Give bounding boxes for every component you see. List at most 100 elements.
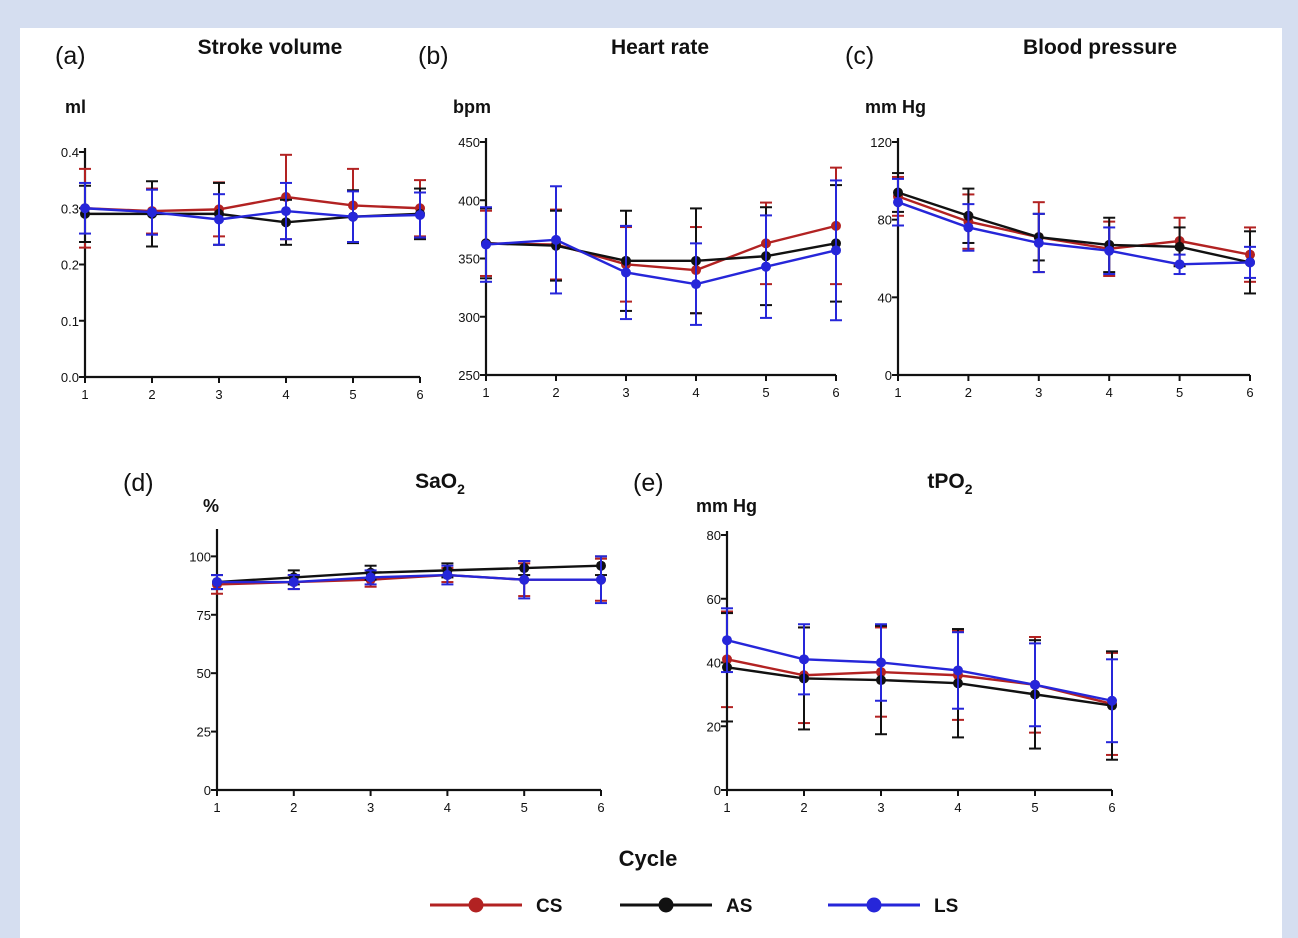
x-tick-label: 5	[1031, 800, 1038, 815]
x-tick-label: 2	[800, 800, 807, 815]
x-tick-label: 6	[1108, 800, 1115, 815]
panel-title: SaO2	[415, 470, 465, 497]
x-tick-label: 3	[215, 387, 222, 402]
data-point	[953, 665, 963, 676]
panel-title: Heart rate	[611, 36, 709, 59]
x-tick-label: 2	[965, 385, 972, 400]
series-line	[216, 564, 602, 584]
series-ls	[211, 555, 607, 605]
panel-letter: (b)	[418, 42, 449, 70]
y-unit-label: mm Hg	[865, 97, 926, 117]
data-point	[761, 261, 771, 272]
legend: CS AS LS	[430, 896, 958, 917]
y-tick-label: 120	[870, 135, 892, 150]
data-point	[1174, 241, 1185, 252]
x-tick-label: 3	[1035, 385, 1042, 400]
data-point	[442, 570, 453, 581]
y-tick-label: 0.1	[61, 314, 79, 329]
y-tick-label: 0.0	[61, 370, 79, 385]
panel-title: tPO2	[927, 470, 972, 497]
y-unit-label: ml	[65, 97, 86, 117]
series-as	[79, 180, 426, 248]
legend-label: LS	[934, 896, 958, 917]
y-tick-label: 400	[458, 193, 480, 208]
y-tick-label: 0.2	[61, 258, 79, 273]
data-point	[212, 577, 222, 588]
data-point	[519, 574, 530, 585]
data-point	[1104, 245, 1115, 256]
legend-item-as: AS	[620, 896, 752, 917]
y-tick-label: 80	[878, 213, 892, 228]
series-as	[211, 555, 607, 591]
x-tick-label: 2	[552, 385, 559, 400]
x-tick-label: 5	[349, 387, 356, 402]
panel-letter: (c)	[845, 42, 874, 70]
x-tick-label: 6	[1246, 385, 1253, 400]
series-line	[84, 207, 421, 221]
series-cs	[892, 175, 1256, 283]
y-tick-label: 25	[197, 725, 211, 740]
y-unit-label: bpm	[453, 97, 491, 117]
data-point	[1030, 679, 1040, 690]
series-line	[485, 242, 837, 263]
x-tick-label: 2	[290, 800, 297, 815]
data-point	[1107, 695, 1117, 706]
data-point	[214, 214, 224, 225]
legend-marker	[468, 897, 484, 913]
data-point	[1033, 237, 1044, 248]
y-tick-label: 0	[714, 783, 721, 798]
data-point	[288, 577, 299, 588]
y-tick-label: 60	[707, 592, 721, 607]
data-point	[596, 574, 606, 585]
panel-title: Blood pressure	[1023, 36, 1177, 59]
y-tick-label: 250	[458, 368, 480, 383]
x-tick-label: 6	[416, 387, 423, 402]
x-tick-label: 6	[832, 385, 839, 400]
panel-title-subscript: 2	[457, 481, 465, 497]
panel-letter: (a)	[55, 42, 86, 70]
series-line	[726, 639, 1113, 702]
legend-label: CS	[536, 896, 562, 917]
series-line	[897, 191, 1251, 264]
panel-title-main: tPO	[927, 470, 964, 493]
x-tick-label: 1	[81, 387, 88, 402]
series-ls	[721, 607, 1118, 744]
x-tick-label: 1	[482, 385, 489, 400]
data-point	[831, 245, 841, 256]
data-point	[876, 657, 886, 668]
data-point	[415, 210, 425, 220]
data-point	[147, 207, 157, 218]
series-ls	[79, 181, 426, 246]
series-cs	[79, 153, 426, 249]
x-tick-label: 5	[1176, 385, 1183, 400]
panel-b: (b) Heart rate bpm 250 300 350 400 450 1 2 3 4 5 6	[418, 36, 842, 400]
panel-a: (a) Stroke volume ml 0.0 0.1 0.2 0.3 0.4 1 2 3 4 5 6	[55, 36, 426, 402]
x-tick-label: 3	[877, 800, 884, 815]
y-tick-label: 75	[197, 608, 211, 623]
data-point	[80, 203, 90, 214]
y-tick-label: 300	[458, 310, 480, 325]
x-tick-label: 1	[723, 800, 730, 815]
panel-title: Stroke volume	[198, 36, 343, 59]
data-point	[621, 267, 631, 278]
legend-marker	[866, 897, 882, 913]
data-point	[799, 654, 809, 665]
data-point	[481, 239, 491, 250]
x-tick-label: 6	[597, 800, 604, 815]
series-line	[217, 573, 601, 584]
data-point	[963, 222, 974, 233]
series-as	[480, 184, 842, 315]
data-point	[365, 572, 376, 583]
x-tick-label: 1	[894, 385, 901, 400]
x-tick-label: 4	[1106, 385, 1113, 400]
series-line	[485, 238, 837, 286]
y-tick-label: 40	[878, 290, 892, 305]
y-unit-label: mm Hg	[696, 496, 757, 516]
legend-marker	[658, 897, 674, 913]
series-as	[721, 612, 1118, 761]
data-point	[348, 211, 358, 222]
x-tick-label: 4	[954, 800, 961, 815]
panel-c: (c) Blood pressure mm Hg 0 40 80 120 1 2 3 4 5 6	[845, 36, 1256, 400]
y-tick-label: 100	[189, 549, 211, 564]
